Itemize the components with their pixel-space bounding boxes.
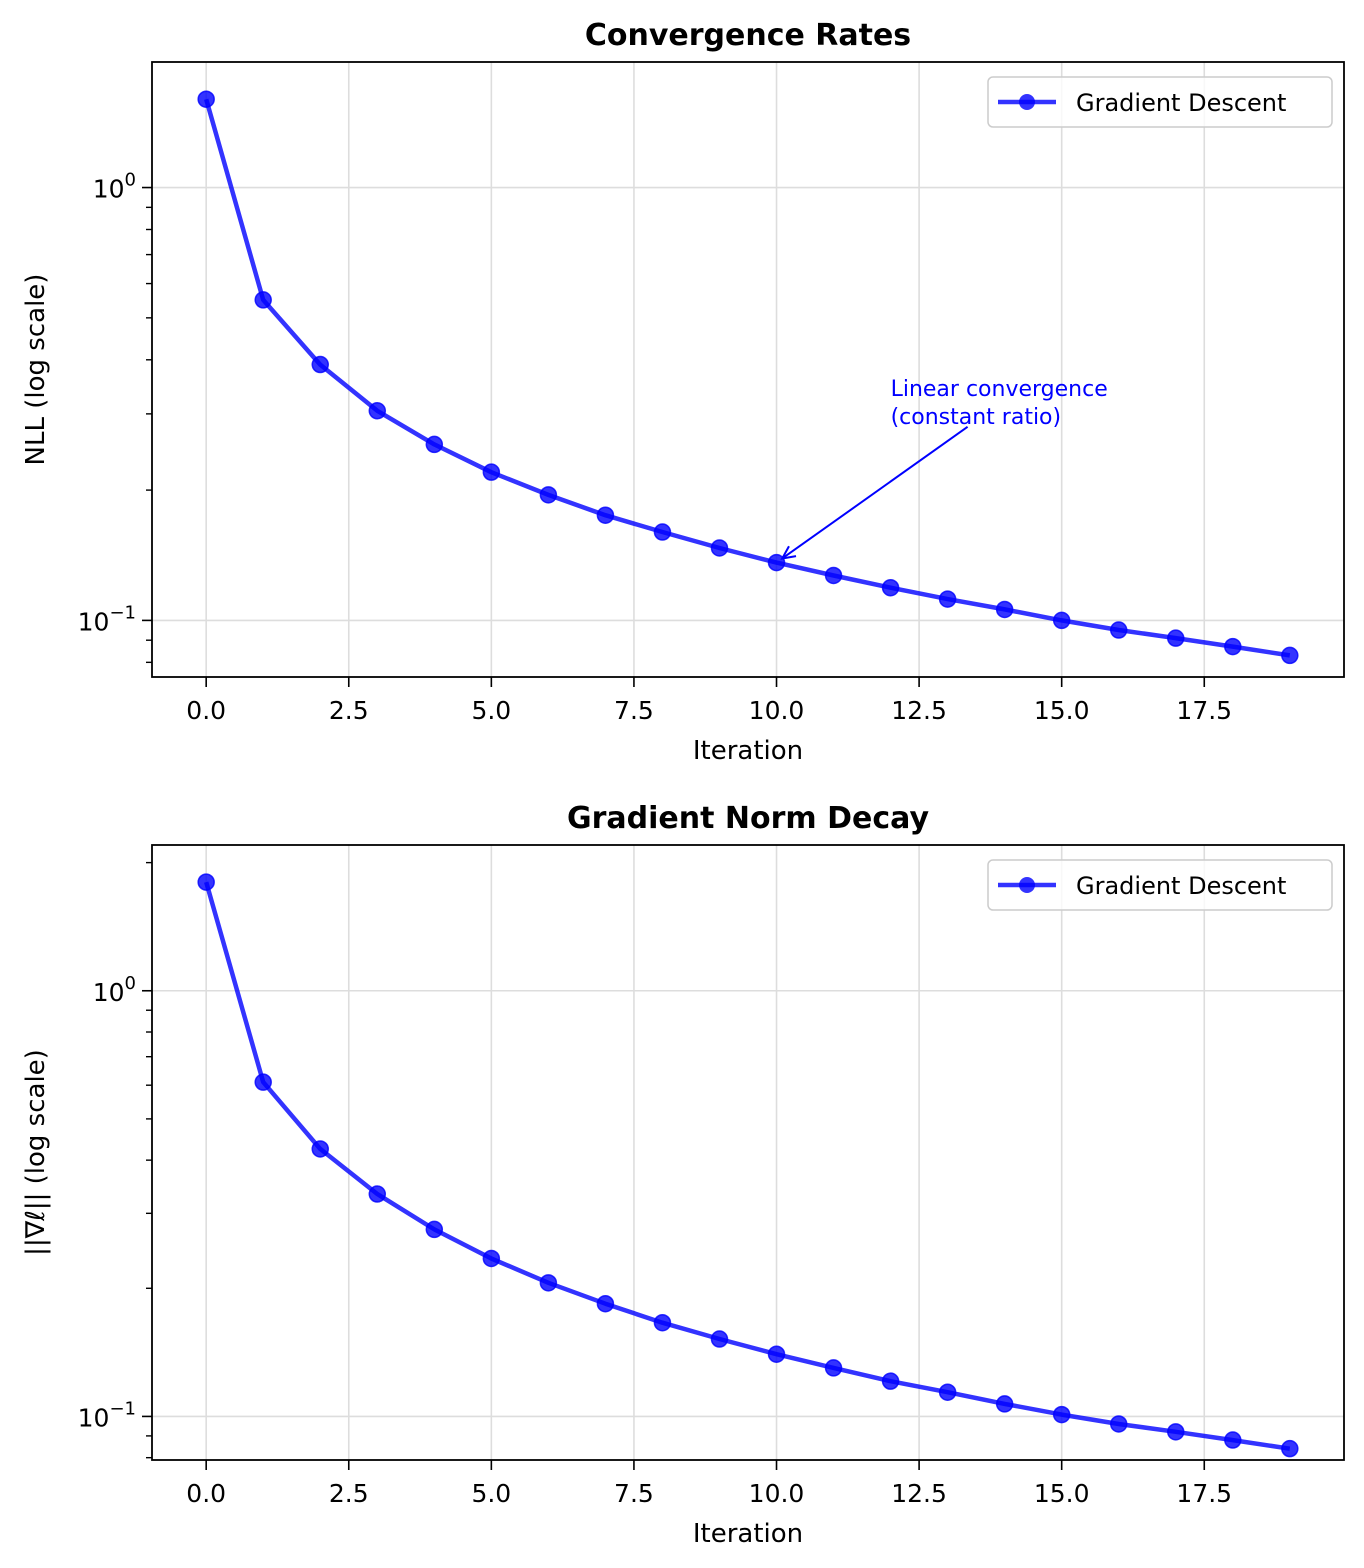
- series-line-gradient-descent: [204, 98, 1291, 658]
- data-point: [596, 1294, 615, 1313]
- chart-title: Gradient Norm Decay: [567, 801, 929, 836]
- x-tick-label: 2.5: [329, 1479, 369, 1508]
- y-tick-exponent: −1: [109, 1398, 136, 1419]
- plot-frame: [151, 61, 1345, 678]
- y-axis-label: NLL (log scale): [21, 274, 51, 466]
- y-axis-label: ||∇ℓ|| (log scale): [21, 1049, 51, 1256]
- data-point: [653, 523, 672, 541]
- x-tick-label: 2.5: [329, 696, 369, 725]
- series-line-gradient-descent: [204, 881, 1291, 1451]
- plot-frame: [151, 844, 1345, 1461]
- data-point: [197, 873, 215, 891]
- x-tick-label: 0.0: [186, 696, 226, 725]
- legend-label: Gradient Descent: [1076, 872, 1286, 900]
- data-point: [767, 1345, 786, 1363]
- legend-box: [987, 76, 1333, 128]
- data-point: [1052, 1405, 1071, 1424]
- data-point: [995, 600, 1014, 619]
- data-point: [539, 1274, 558, 1292]
- y-tick-exponent: 0: [125, 973, 136, 994]
- legend: Gradient Descent: [987, 859, 1333, 911]
- data-point: [425, 435, 444, 454]
- annotation-text: Linear convergence: [891, 377, 1108, 402]
- data-point: [710, 539, 729, 557]
- x-tick-label: 7.5: [614, 696, 654, 725]
- data-point: [710, 1330, 729, 1348]
- data-point: [254, 291, 272, 309]
- annotation-arrow-line: [781, 426, 969, 560]
- data-point: [1167, 629, 1185, 647]
- data-point: [368, 1185, 387, 1203]
- chart-2: 0.0 2.5 5.0 7.5 10.0 12.5 15.0 17.510010−1Gradi…: [21, 801, 1345, 1549]
- data-point: [311, 355, 329, 374]
- x-tick-label: 12.5: [891, 1479, 947, 1508]
- y-tick-label: 10−1: [78, 1398, 136, 1432]
- x-tick-label: 7.5: [614, 1479, 654, 1508]
- legend-marker-swatch: [1019, 94, 1035, 110]
- data-point: [1109, 1415, 1128, 1433]
- x-tick-label: 12.5: [891, 696, 947, 725]
- x-axis-label: Iteration: [693, 1519, 803, 1549]
- y-tick-base: 10: [93, 978, 125, 1007]
- data-point: [938, 590, 957, 608]
- data-point: [197, 90, 215, 108]
- data-point: [881, 578, 900, 597]
- data-point: [311, 1140, 329, 1158]
- data-point: [1167, 1423, 1185, 1441]
- data-point: [824, 566, 843, 585]
- x-tick-label: 15.0: [1034, 696, 1090, 725]
- x-tick-label: 17.5: [1176, 1479, 1232, 1508]
- data-point: [482, 463, 501, 481]
- data-point: [596, 506, 615, 524]
- y-tick-base: 10: [93, 175, 125, 204]
- annotation-text: (constant ratio): [891, 405, 1062, 430]
- legend-box: [987, 859, 1333, 911]
- x-tick-label: 5.0: [471, 1479, 511, 1508]
- data-point: [1281, 1439, 1299, 1458]
- x-tick-label: 15.0: [1034, 1479, 1090, 1508]
- legend: Gradient Descent: [987, 76, 1333, 128]
- x-tick-label: 5.0: [471, 696, 511, 725]
- data-point: [425, 1220, 444, 1239]
- data-point: [824, 1359, 843, 1377]
- legend-marker-swatch: [1019, 877, 1035, 893]
- x-tick-label: 10.0: [749, 1479, 805, 1508]
- data-point: [1224, 1431, 1242, 1449]
- data-point: [1224, 637, 1242, 656]
- data-point: [653, 1313, 672, 1332]
- x-tick-label: 0.0: [186, 1479, 226, 1508]
- y-tick-base: 10: [78, 607, 110, 636]
- data-point: [995, 1395, 1014, 1413]
- y-tick-label: 100: [93, 973, 136, 1007]
- y-tick-label: 100: [93, 170, 136, 204]
- annotation-arrow-head: [780, 545, 797, 560]
- y-tick-exponent: −1: [109, 602, 136, 623]
- y-tick-label: 10−1: [78, 602, 136, 636]
- x-axis-label: Iteration: [693, 736, 803, 766]
- data-point: [767, 553, 786, 572]
- data-point: [1281, 646, 1299, 665]
- data-point: [254, 1073, 272, 1091]
- x-tick-label: 17.5: [1176, 696, 1232, 725]
- chart-title: Convergence Rates: [585, 18, 911, 53]
- y-tick-exponent: 0: [125, 170, 136, 191]
- data-point: [881, 1372, 900, 1390]
- data-point: [368, 402, 387, 420]
- y-tick-base: 10: [78, 1403, 110, 1432]
- chart-1: 0.0 2.5 5.0 7.5 10.0 12.5 15.0 17.510010−1Conve…: [21, 18, 1345, 766]
- data-point: [1109, 621, 1128, 639]
- legend-label: Gradient Descent: [1076, 89, 1286, 117]
- annotation: Linear convergence (constant ratio): [780, 377, 1108, 560]
- data-point: [482, 1249, 501, 1268]
- data-point: [539, 486, 558, 504]
- data-point: [1052, 611, 1071, 630]
- x-tick-label: 10.0: [749, 696, 805, 725]
- data-point: [938, 1383, 957, 1401]
